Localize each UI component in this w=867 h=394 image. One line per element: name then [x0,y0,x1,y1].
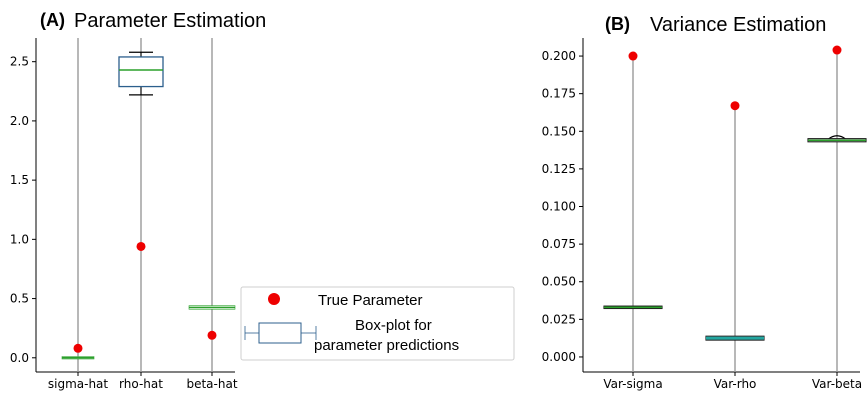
panel-b-label: (B) [605,14,630,34]
box-beta-hat [188,38,236,372]
panel-b-y-axis: 0.000 0.025 0.050 0.075 0.100 0.125 0.150 0.175… [542,49,583,364]
panel-b-axes [582,38,860,373]
panel-a-y-axis: 0.0 0.5 1.0 1.5 2.0 2.5 [10,55,36,365]
legend-frame [240,286,515,361]
x-tick-label: Var-sigma [603,377,662,391]
y-tick-label: 1.0 [10,232,29,246]
y-tick-label: 0.050 [542,275,576,289]
legend-boxplot-icon [244,322,317,344]
box-sigma-hat [61,38,95,372]
panel-b: (B) Variance Estimation 0.0000.0250.0500… [542,14,867,391]
panel-a-axes [35,38,235,373]
y-tick-label: 0.150 [542,124,576,138]
y-tick-label: 0.0 [10,351,29,365]
panel-a: (A) Parameter Estimation 0.0 0.5 1.0 1.5 2.0… [10,10,266,391]
panel-b-x-axis: Var-sigma Var-rho Var-beta [603,372,862,391]
y-tick-label: 0.075 [542,237,576,251]
panel-a-title: Parameter Estimation [74,10,266,32]
box-rho-hat [118,38,164,372]
y-tick-label: 2.5 [10,55,29,69]
panel-b-title: Variance Estimation [650,14,826,36]
x-tick-label: beta-hat [186,377,237,391]
panel-b-true-points [628,45,842,111]
y-tick-label: 0.000 [542,350,576,364]
true-parameter-point [628,51,638,61]
true-parameter-point [136,241,146,251]
true-parameter-point [832,45,842,55]
x-tick-label: sigma-hat [48,377,109,391]
x-tick-label: Var-beta [812,377,862,391]
y-tick-label: 0.5 [10,292,29,306]
y-tick-label: 0.200 [542,49,576,63]
box-Var-sigma [603,56,663,372]
x-tick-label: rho-hat [119,377,163,391]
panel-a-x-axis: sigma-hat rho-hat beta-hat [48,372,238,391]
y-tick-label: 0.100 [542,200,576,214]
legend-true-marker [268,293,280,305]
panel-b-boxes [603,50,867,372]
y-tick-label: 0.125 [542,162,576,176]
panel-a-true-points [73,241,217,353]
true-parameter-point [207,330,217,340]
y-tick-label: 0.175 [542,87,576,101]
y-tick-label: 2.0 [10,114,29,128]
legend-boxplot-label-line1: Box-plot for [355,317,432,334]
panel-a-label: (A) [40,10,65,30]
legend: True Parameter Box-plot for parameter pr… [240,286,515,361]
legend-true-label: True Parameter [318,292,422,309]
panel-a-boxes [61,38,236,372]
box-Var-rho [705,105,765,372]
true-parameter-point [730,101,740,111]
true-parameter-point [73,343,83,353]
y-tick-label: 0.025 [542,312,576,326]
legend-boxplot-label-line2: parameter predictions [314,337,459,354]
box-body [118,56,164,88]
box-Var-beta [807,50,867,372]
x-tick-label: Var-rho [714,377,757,391]
y-tick-label: 1.5 [10,173,29,187]
